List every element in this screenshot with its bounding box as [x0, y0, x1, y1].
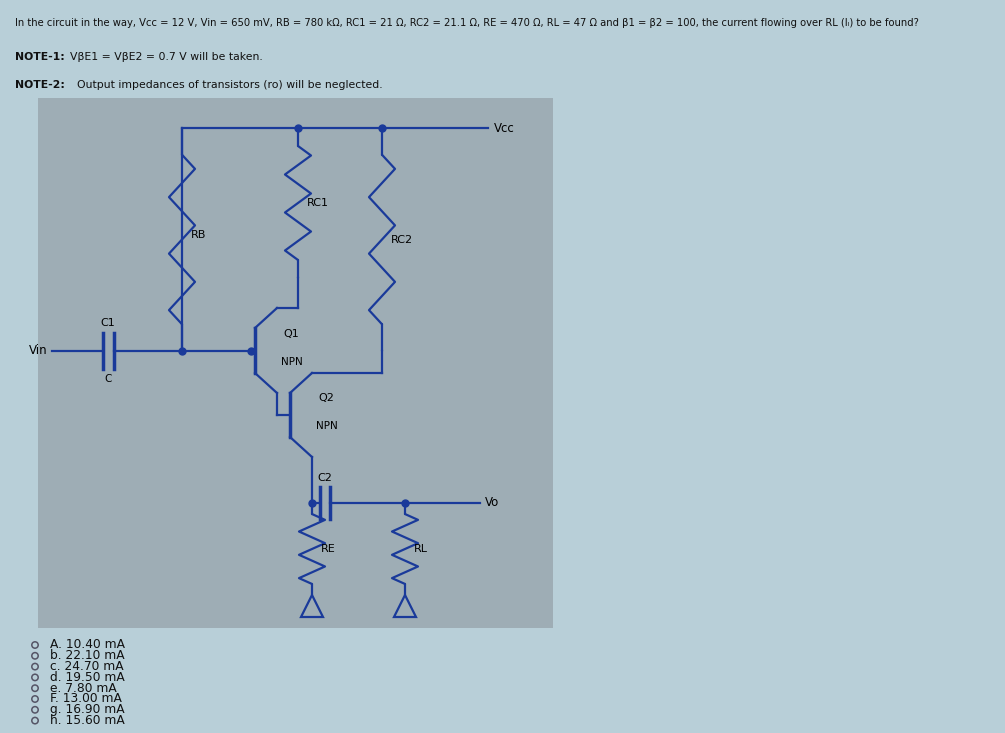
Text: In the circuit in the way, Vcc = 12 V, Vin = 650 mV, RB = 780 kΩ, RC1 = 21 Ω, RC: In the circuit in the way, Vcc = 12 V, V…	[15, 18, 919, 28]
Text: NOTE-1:: NOTE-1:	[15, 52, 68, 62]
Text: g. 16.90 mA: g. 16.90 mA	[50, 703, 125, 716]
Text: NPN: NPN	[316, 421, 338, 431]
Text: RB: RB	[191, 229, 206, 240]
Text: Vin: Vin	[29, 345, 48, 358]
Bar	[38, 98, 553, 628]
Text: Output impedances of transistors (ro) will be neglected.: Output impedances of transistors (ro) wi…	[77, 80, 383, 90]
Text: d. 19.50 mA: d. 19.50 mA	[50, 671, 125, 684]
Text: RL: RL	[414, 544, 428, 554]
Text: b. 22.10 mA: b. 22.10 mA	[50, 649, 125, 663]
Text: A. 10.40 mA: A. 10.40 mA	[50, 638, 125, 652]
Text: Q2: Q2	[318, 393, 334, 403]
Text: RE: RE	[321, 544, 336, 554]
Text: h. 15.60 mA: h. 15.60 mA	[50, 714, 125, 727]
Text: RC2: RC2	[391, 235, 413, 245]
Text: e. 7.80 mA: e. 7.80 mA	[50, 682, 117, 695]
Text: VβE1 = VβE2 = 0.7 V will be taken.: VβE1 = VβE2 = 0.7 V will be taken.	[70, 52, 262, 62]
Text: NPN: NPN	[281, 357, 303, 367]
Text: c. 24.70 mA: c. 24.70 mA	[50, 660, 124, 673]
Text: Vcc: Vcc	[494, 122, 515, 134]
Text: Vo: Vo	[485, 496, 499, 509]
Text: RC1: RC1	[307, 198, 329, 208]
Text: NOTE-2:: NOTE-2:	[15, 80, 68, 90]
Text: C: C	[105, 374, 112, 384]
Text: F. 13.00 mA: F. 13.00 mA	[50, 693, 122, 705]
Text: C2: C2	[318, 473, 333, 483]
Text: Q1: Q1	[283, 329, 298, 339]
Text: C1: C1	[100, 318, 116, 328]
